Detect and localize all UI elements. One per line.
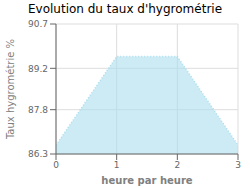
svg-text:86.3: 86.3 [28,149,48,159]
svg-text:Taux hygrométrie %: Taux hygrométrie % [8,39,16,140]
svg-text:89.2: 89.2 [28,64,48,74]
svg-text:2: 2 [174,160,180,170]
svg-text:3: 3 [235,160,241,170]
svg-text:87.8: 87.8 [28,105,48,115]
svg-text:90.7: 90.7 [28,19,48,29]
svg-text:0: 0 [53,160,59,170]
svg-text:heure par heure: heure par heure [101,175,192,186]
html-text:Evolution du taux d'hygrométri: Evolution du taux d'hygrométrie [28,2,222,16]
svg-text:1: 1 [114,160,120,170]
